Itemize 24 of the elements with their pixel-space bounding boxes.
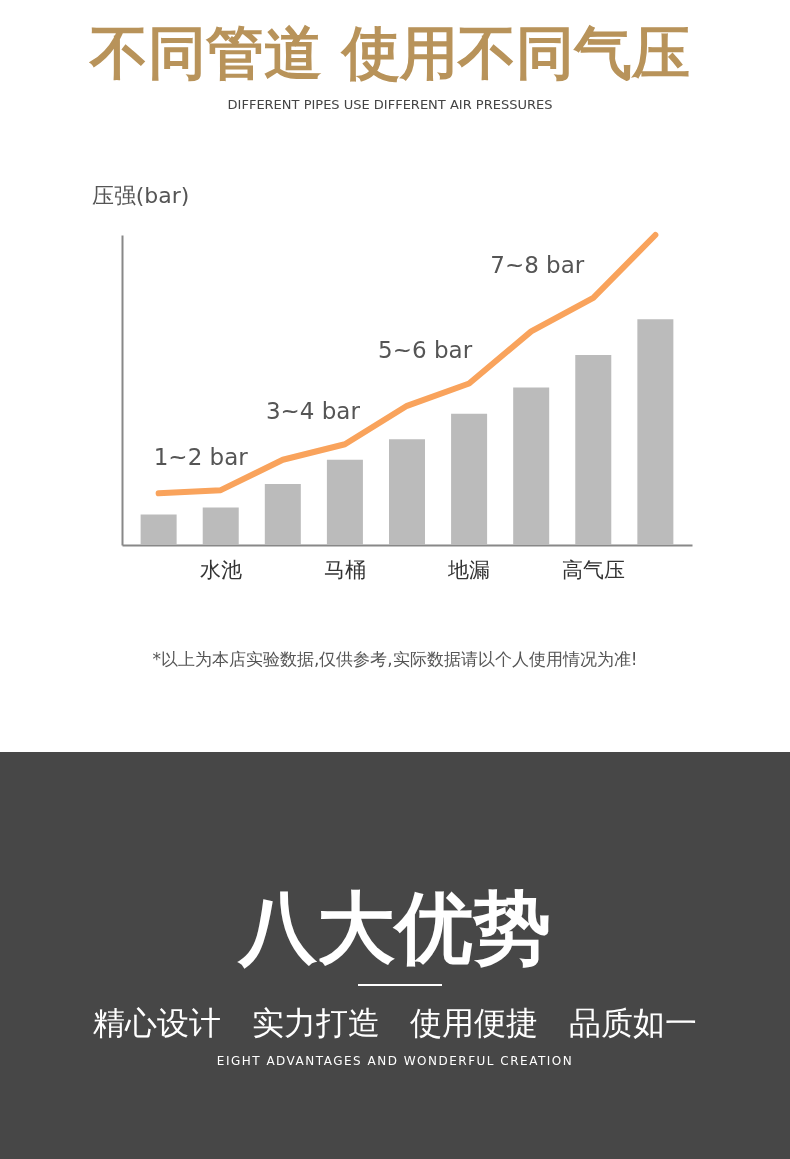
bar <box>451 413 488 545</box>
bar <box>202 507 239 545</box>
x-tick-label: 水池 <box>199 557 242 582</box>
bar <box>575 354 612 545</box>
bar <box>140 514 177 545</box>
bar <box>637 319 674 545</box>
text: 八大优势 <box>237 882 552 975</box>
x-tick-label: 地漏 <box>447 557 491 582</box>
text: *以上为本店实验数据,仅供参考,实际数据请以个人使用情况为准! <box>151 648 639 671</box>
y-axis-title: 压强(bar) <box>91 182 190 208</box>
chart-title: 不同管道 使用不同气压 <box>87 19 691 87</box>
bar <box>326 459 363 545</box>
annotation: 5~6 bar <box>378 337 473 364</box>
annotation: 7~8 bar <box>490 251 585 278</box>
text: EIGHT ADVANTAGES AND WONDERFUL CREATION <box>215 1054 575 1068</box>
bar <box>388 439 426 545</box>
x-tick-label: 高气压 <box>561 557 625 582</box>
annotation: 3~4 bar <box>265 398 361 425</box>
chart-subtitle: DIFFERENT PIPES USE DIFFERENT AIR PRESSURES <box>227 97 553 112</box>
annotation: 1~2 bar <box>153 444 249 471</box>
bar <box>513 387 550 545</box>
bar <box>264 483 301 545</box>
text: 精心设计 实力打造 使用便捷 品质如一 <box>92 1003 698 1044</box>
x-tick-label: 马桶 <box>323 557 366 582</box>
